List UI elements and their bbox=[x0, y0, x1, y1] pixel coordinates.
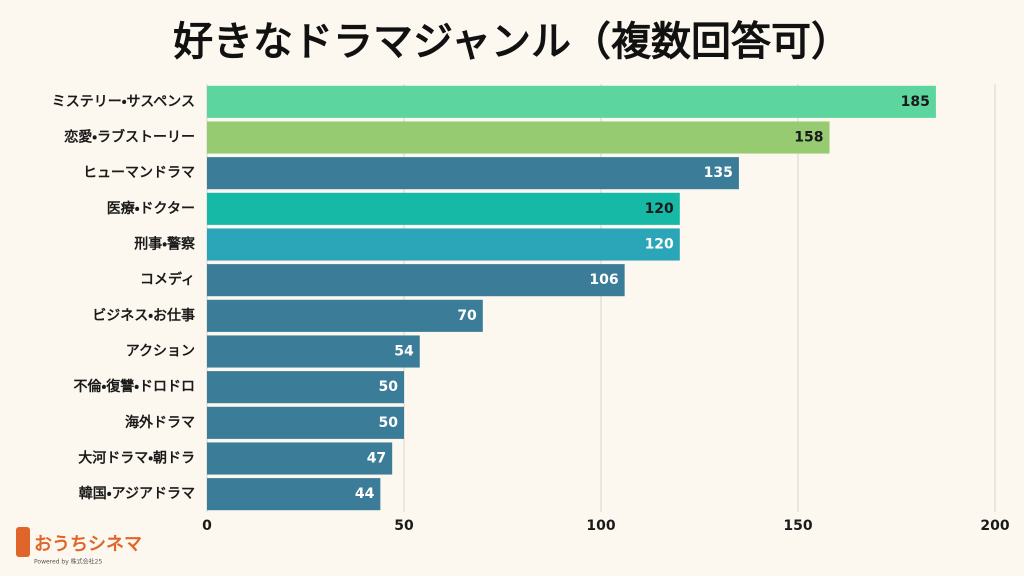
x-tick-label: 100 bbox=[586, 518, 615, 534]
chart-title: 好きなドラマジャンル（複数回答可） bbox=[173, 19, 851, 65]
logo-name: おうちシネマ bbox=[34, 534, 142, 555]
value-label: 120 bbox=[645, 237, 674, 253]
value-label: 158 bbox=[794, 130, 823, 146]
category-label: アクション bbox=[126, 344, 195, 360]
category-label: ビジネス・お仕事 bbox=[92, 307, 195, 324]
category-label: 刑事・警察 bbox=[134, 236, 196, 253]
category-label: 海外ドラマ bbox=[125, 414, 195, 431]
category-label: 大河ドラマ・朝ドラ bbox=[78, 450, 195, 467]
bar bbox=[207, 371, 404, 404]
bar bbox=[207, 299, 483, 332]
value-label: 70 bbox=[457, 308, 477, 324]
x-tick-label: 200 bbox=[980, 518, 1009, 534]
value-label: 47 bbox=[367, 451, 386, 467]
value-label: 120 bbox=[645, 201, 674, 217]
x-tick-label: 50 bbox=[394, 518, 414, 534]
x-tick-label: 150 bbox=[783, 518, 812, 534]
x-tick-label: 0 bbox=[202, 518, 212, 534]
category-label: 不倫・復讐・ドロドロ bbox=[73, 378, 195, 395]
value-label: 54 bbox=[394, 344, 414, 360]
logo: おうちシネマ Powered by 株式会社25 bbox=[16, 527, 142, 566]
bar bbox=[207, 406, 404, 439]
bar bbox=[207, 228, 680, 261]
value-label: 185 bbox=[901, 94, 930, 110]
bar bbox=[207, 157, 739, 190]
value-label: 44 bbox=[355, 486, 375, 502]
category-label: 恋愛・ラブストーリー bbox=[64, 129, 195, 146]
category-label: 医療・ドクター bbox=[107, 200, 195, 217]
category-label: ミステリー・サスペンス bbox=[52, 94, 195, 110]
value-label: 106 bbox=[589, 272, 618, 288]
bar bbox=[207, 264, 625, 297]
value-label: 135 bbox=[704, 165, 733, 181]
value-label: 50 bbox=[379, 379, 399, 395]
bar bbox=[207, 192, 680, 225]
bar bbox=[207, 335, 420, 368]
category-label: ヒューマンドラマ bbox=[83, 165, 195, 181]
bar bbox=[207, 121, 830, 154]
bar bbox=[207, 478, 381, 511]
category-label: 韓国・アジアドラマ bbox=[79, 485, 195, 502]
value-label: 50 bbox=[379, 415, 399, 431]
category-label: コメディ bbox=[140, 271, 195, 288]
logo-tagline: Powered by 株式会社25 bbox=[34, 558, 103, 566]
bar bbox=[207, 442, 393, 475]
logo-icon bbox=[16, 527, 30, 557]
bar bbox=[207, 85, 936, 118]
